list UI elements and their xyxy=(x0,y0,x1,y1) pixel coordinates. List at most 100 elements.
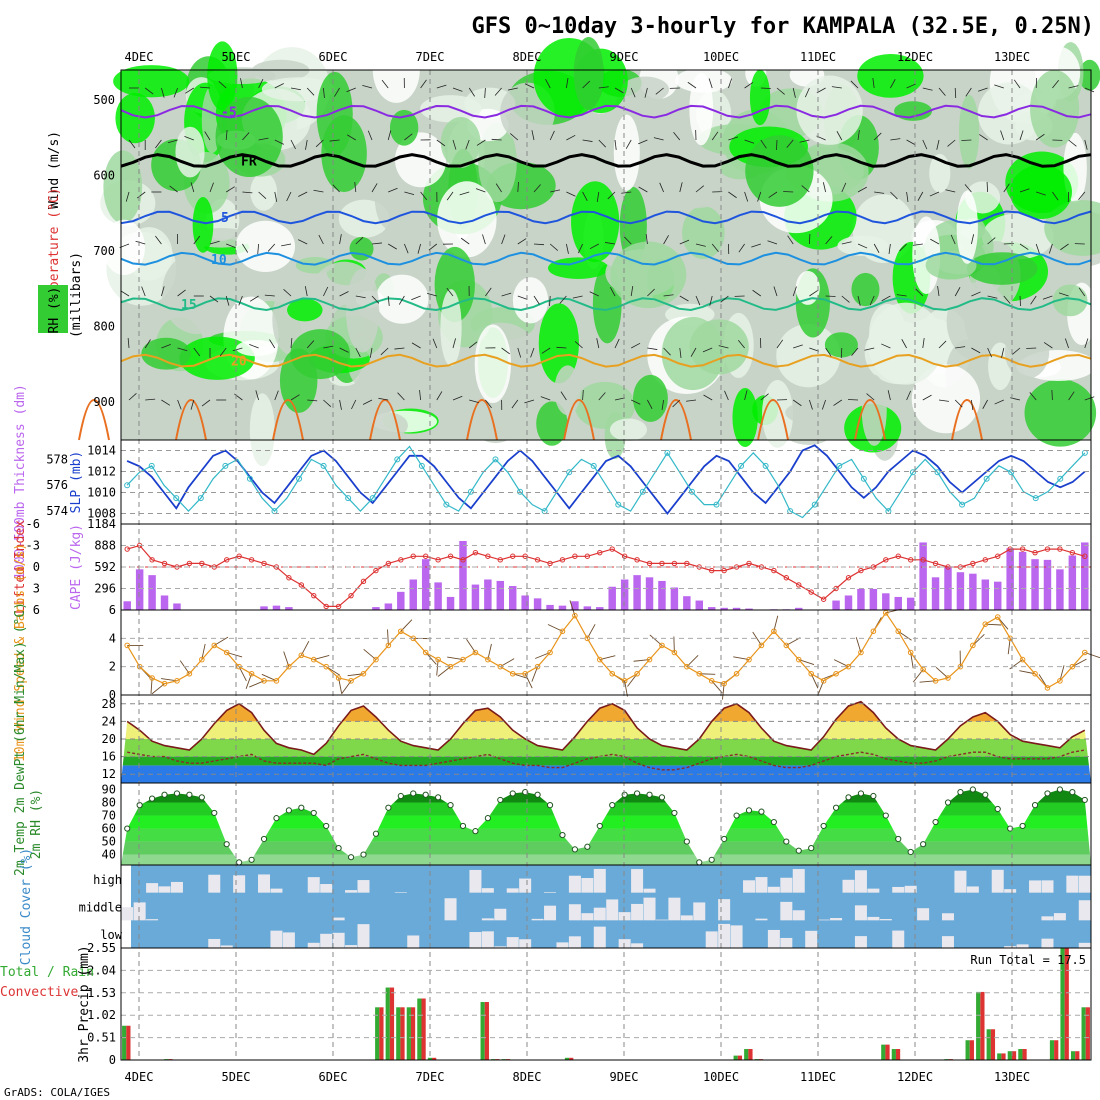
wind-barb xyxy=(1026,347,1037,349)
cloud-cell xyxy=(1066,875,1079,893)
rh-marker xyxy=(1019,822,1026,830)
wind-barb xyxy=(339,291,349,297)
cloud-cell xyxy=(568,875,581,893)
rh-patch xyxy=(911,364,981,434)
cloud-cell xyxy=(581,878,594,893)
wind-barb xyxy=(315,139,324,148)
wind-barb xyxy=(744,191,749,202)
wind-barb xyxy=(566,243,569,254)
wind-barb xyxy=(582,139,593,142)
wind-barb xyxy=(339,234,342,245)
cloud-cell xyxy=(780,901,793,921)
wind-barb xyxy=(258,191,267,199)
rh-tick: 60 xyxy=(102,822,116,836)
wind-marker xyxy=(248,670,255,677)
li-marker xyxy=(497,557,503,563)
precip-convective-bar xyxy=(432,1057,437,1060)
axis-labels: 4DEC 4DEC 5DEC 5DEC 6DEC 6DEC 7DEC 7DEC 8DEC 8DEC… xyxy=(0,50,1086,1084)
wind-barb xyxy=(737,339,745,349)
isotherm-line xyxy=(120,297,1092,312)
cape-bar xyxy=(944,566,952,610)
wind-barb xyxy=(560,391,567,401)
wind-barb xyxy=(987,347,993,358)
rh-marker xyxy=(248,856,255,863)
wind-barb xyxy=(141,286,146,297)
cloud-cell xyxy=(1078,942,1091,948)
wind-barb xyxy=(851,347,859,356)
wind-barb xyxy=(929,191,940,197)
wind-barb xyxy=(728,78,733,89)
cloud-cell xyxy=(655,919,668,921)
wind-barb xyxy=(787,235,794,245)
rh-patch xyxy=(113,65,190,98)
rh-marker xyxy=(982,791,989,798)
rh-marker xyxy=(410,790,417,797)
cloud-cell xyxy=(830,918,843,921)
wind-barb xyxy=(1043,342,1053,349)
wind-barb xyxy=(1078,287,1086,297)
thickness-marker xyxy=(467,488,474,495)
thickness-marker xyxy=(345,495,352,502)
rh-marker xyxy=(422,791,429,798)
wind-marker xyxy=(945,675,951,681)
date-tick-bottom: 12DEC xyxy=(897,1070,933,1084)
li-axis-label: Lifted Index xyxy=(13,520,28,614)
precip-total-bar xyxy=(744,1049,749,1060)
rh-marker xyxy=(260,835,268,843)
temp-band xyxy=(121,765,1091,783)
wind-barb xyxy=(1019,188,1030,193)
temp-tick: 20 xyxy=(102,732,116,746)
isotherm-line xyxy=(120,104,1092,119)
wind-barb xyxy=(1052,191,1059,201)
thickness-tick: 578 xyxy=(46,452,68,466)
cape-bar xyxy=(1006,548,1014,610)
cape-bar xyxy=(707,607,716,610)
wind-barb xyxy=(387,130,392,141)
wind-barb xyxy=(225,186,235,193)
slp-axis-label: SLP (mb) xyxy=(69,451,84,514)
thickness-marker xyxy=(615,501,622,508)
cape-tick: 296 xyxy=(94,582,116,596)
rh-marker xyxy=(136,802,143,809)
wind-barb xyxy=(1084,87,1095,93)
cloud-cell xyxy=(767,929,780,948)
cloud-cell xyxy=(307,877,320,893)
wind-barb xyxy=(540,396,551,401)
cloud-axis-label: Cloud Cover (%) xyxy=(19,848,34,965)
rh-marker xyxy=(1056,786,1064,793)
li-marker xyxy=(335,603,342,610)
wind-barb xyxy=(339,399,342,410)
rh-marker xyxy=(907,848,914,856)
wind-barb xyxy=(1084,338,1089,349)
wind-barb xyxy=(647,288,655,297)
wind-barb xyxy=(226,243,236,248)
thickness-marker xyxy=(909,469,916,476)
wind-barb xyxy=(459,191,470,196)
rh-marker xyxy=(298,804,305,811)
cloud-cell xyxy=(941,913,954,921)
wind-marker xyxy=(335,675,342,681)
li-line xyxy=(127,544,1085,608)
cloud-cell xyxy=(332,917,345,921)
rh-patch xyxy=(316,71,353,156)
wind-barb xyxy=(869,295,875,306)
wind-marker xyxy=(621,678,628,684)
wind-barb xyxy=(930,238,940,245)
li-marker xyxy=(845,575,852,581)
rh-band xyxy=(121,815,1091,829)
isotherm-label: -5 xyxy=(221,106,237,121)
wind-barb xyxy=(850,80,859,89)
precip-total-bar xyxy=(1070,1051,1076,1060)
isotherm-line xyxy=(120,353,1092,368)
date-tick-bottom: 8DEC xyxy=(513,1070,542,1084)
heating-contour xyxy=(563,399,595,441)
rh-patch xyxy=(689,319,749,375)
wind-barb xyxy=(209,182,214,193)
wind-barb xyxy=(922,139,928,150)
wind-barb xyxy=(264,294,275,297)
wind-barb xyxy=(469,399,479,403)
wind-barb xyxy=(890,191,898,200)
wind-barb xyxy=(738,243,745,253)
li-marker xyxy=(709,567,715,574)
heating-contour xyxy=(175,399,207,441)
